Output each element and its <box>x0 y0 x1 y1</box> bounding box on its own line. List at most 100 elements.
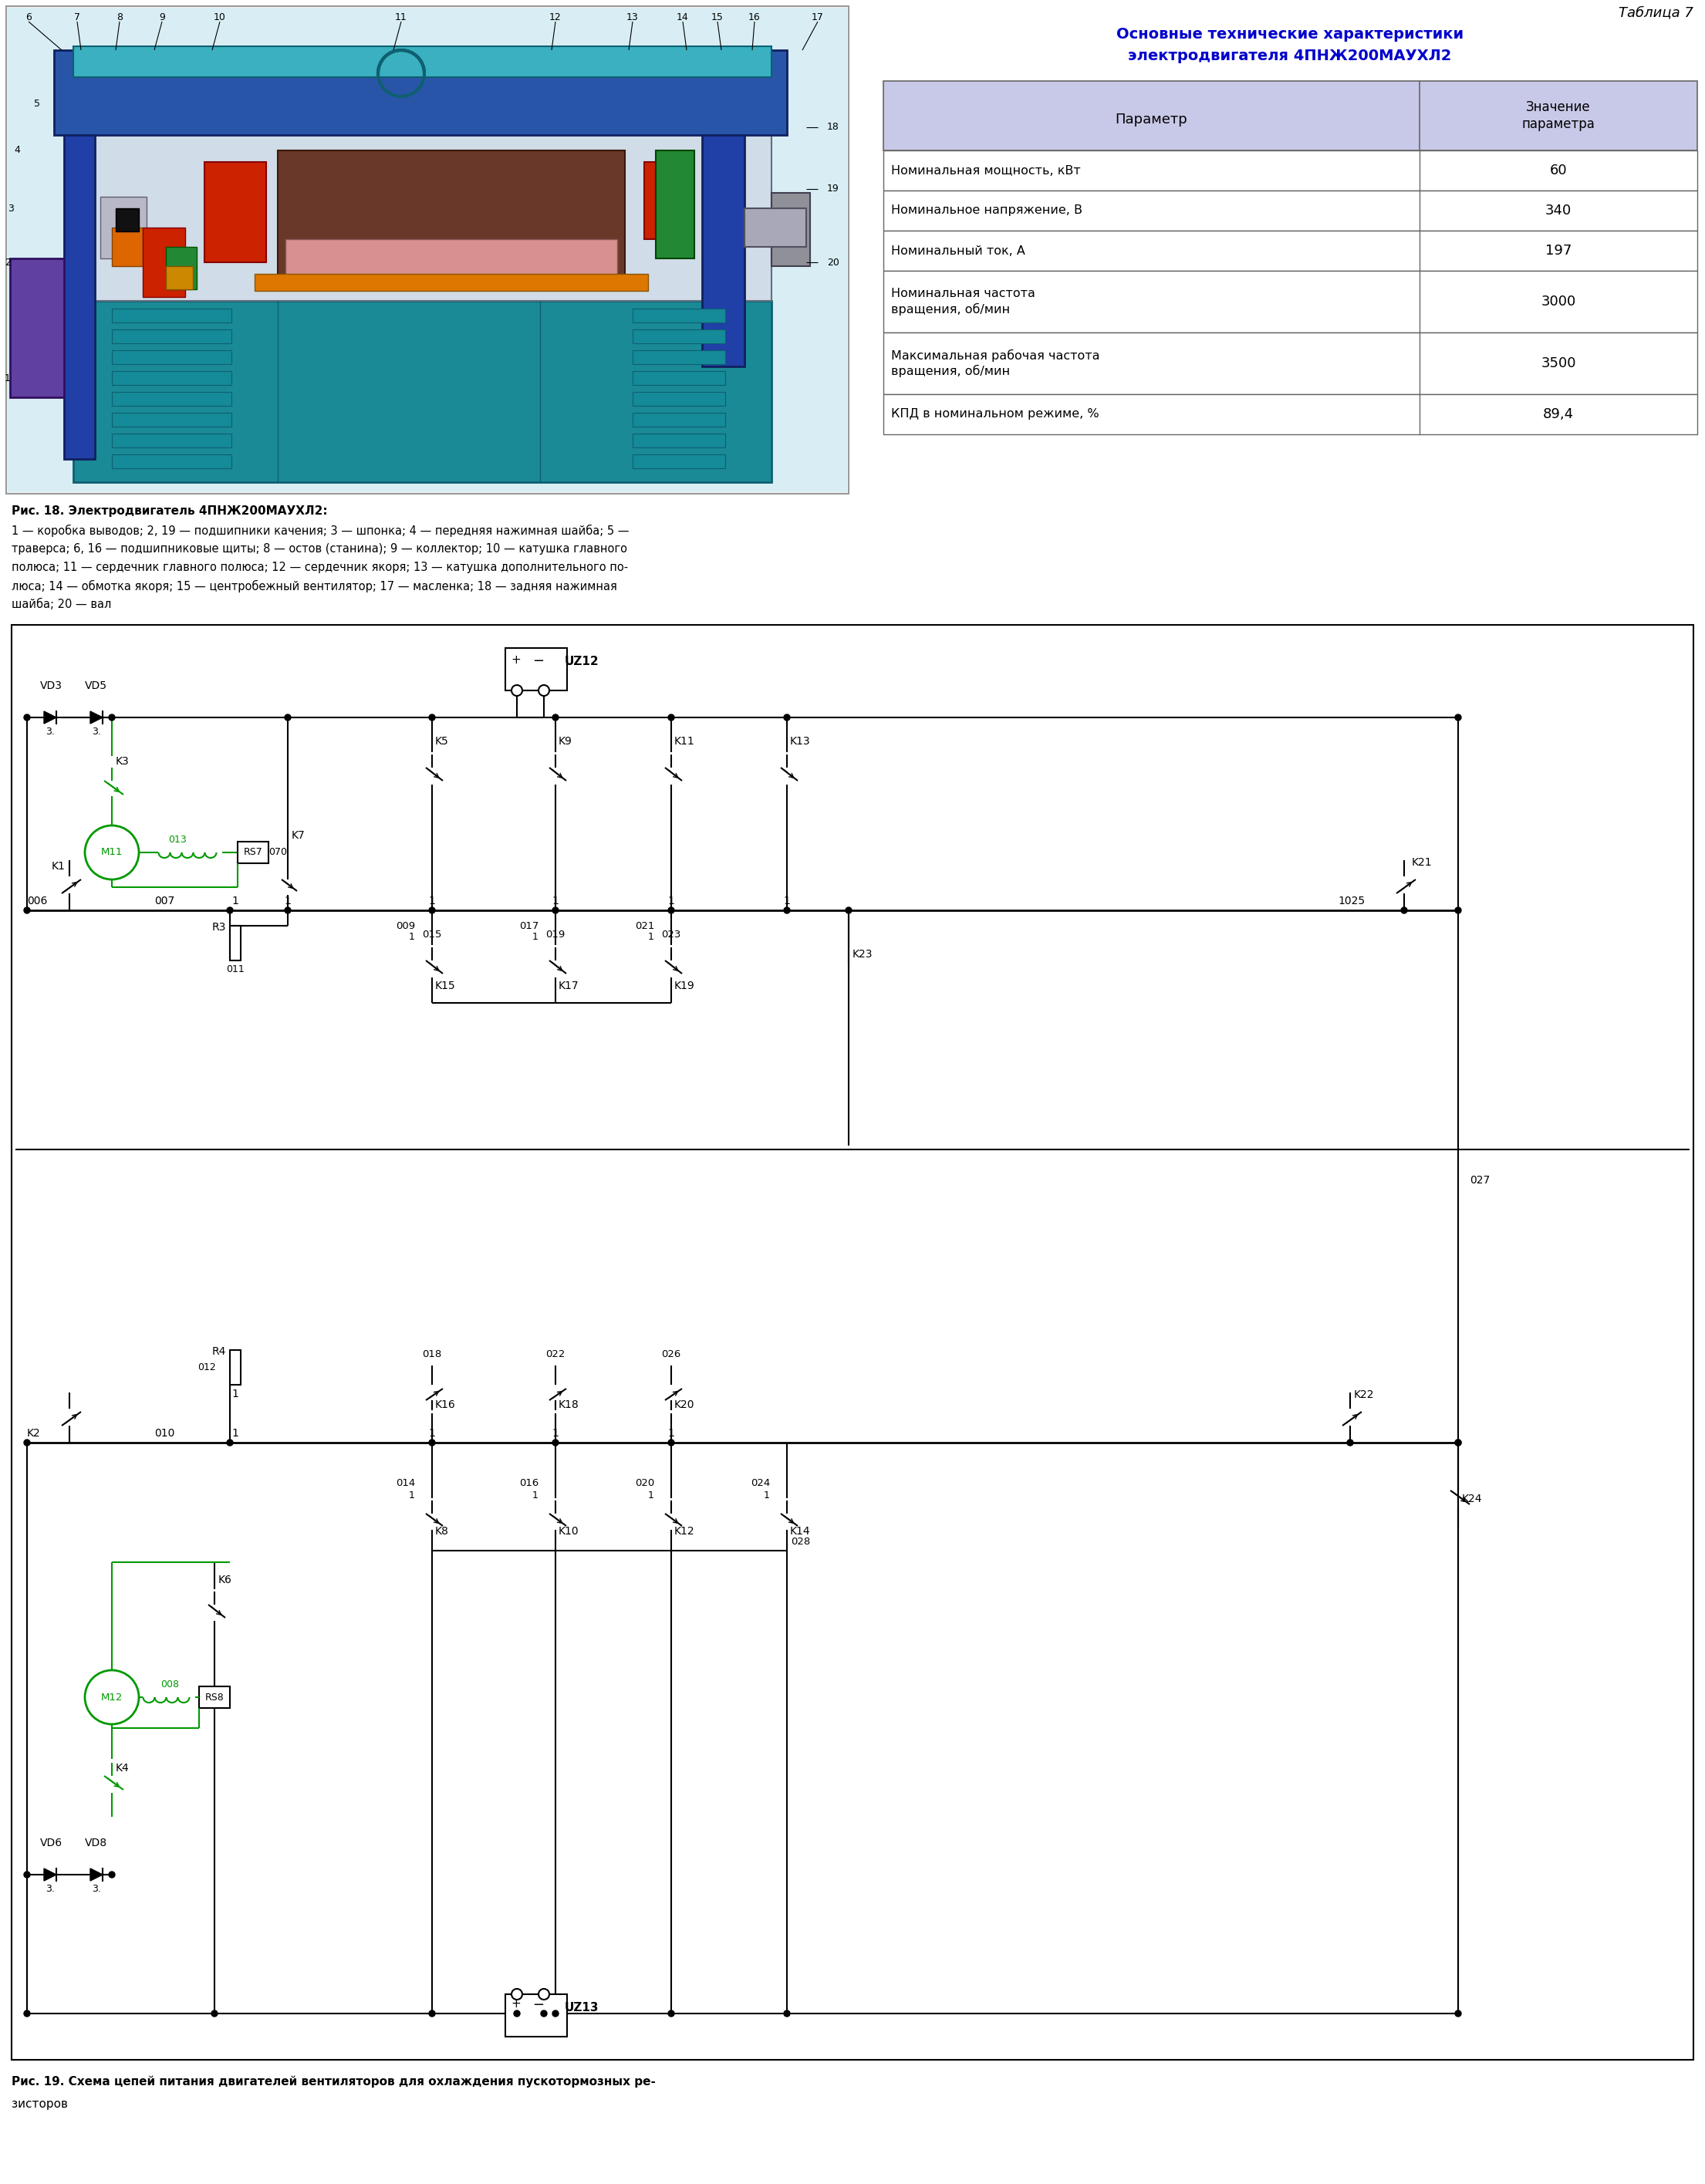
Circle shape <box>285 906 292 913</box>
Circle shape <box>513 2011 520 2016</box>
Bar <box>101 197 147 258</box>
Text: Таблица 7: Таблица 7 <box>1618 4 1693 20</box>
Bar <box>12 625 1693 2060</box>
Text: 009: 009 <box>396 922 414 930</box>
Bar <box>113 413 232 426</box>
Bar <box>633 371 725 384</box>
Circle shape <box>109 714 114 721</box>
Circle shape <box>512 686 522 697</box>
Text: VD6: VD6 <box>41 1837 63 1848</box>
Circle shape <box>668 714 673 721</box>
Bar <box>505 649 568 690</box>
Text: K21: K21 <box>1412 856 1432 867</box>
Text: K13: K13 <box>789 736 810 747</box>
Circle shape <box>109 1872 114 1878</box>
Text: 1 — коробка выводов; 2, 19 — подшипники качения; 3 — шпонка; 4 — передняя нажимн: 1 — коробка выводов; 2, 19 — подшипники … <box>12 524 629 537</box>
Text: M11: M11 <box>101 847 123 858</box>
Bar <box>505 1994 568 2038</box>
Text: 4: 4 <box>14 146 20 155</box>
Text: UZ13: UZ13 <box>564 2003 598 2014</box>
Circle shape <box>1454 906 1461 913</box>
Text: RS8: RS8 <box>205 1693 223 1701</box>
Circle shape <box>24 2011 31 2016</box>
Circle shape <box>24 906 31 913</box>
Text: 2: 2 <box>5 258 10 266</box>
Circle shape <box>512 1990 522 2001</box>
Text: 021: 021 <box>634 922 655 930</box>
Text: K8: K8 <box>435 1527 448 1538</box>
Text: 018: 018 <box>423 1350 442 1358</box>
Circle shape <box>430 1439 435 1446</box>
Text: K3: K3 <box>116 756 130 767</box>
Circle shape <box>227 906 234 913</box>
Bar <box>165 247 196 288</box>
Circle shape <box>211 2011 218 2016</box>
Text: 9: 9 <box>159 11 165 22</box>
Text: 1: 1 <box>764 1489 771 1500</box>
Text: 1: 1 <box>784 895 791 906</box>
Circle shape <box>552 714 559 721</box>
Text: 1: 1 <box>428 1428 435 1439</box>
Circle shape <box>1454 2011 1461 2016</box>
Text: 022: 022 <box>546 1350 566 1358</box>
Text: 1: 1 <box>232 1428 239 1439</box>
Bar <box>883 271 1696 332</box>
Circle shape <box>285 714 292 721</box>
Text: +: + <box>512 1998 520 2009</box>
Circle shape <box>1347 1439 1354 1446</box>
Text: −: − <box>532 655 544 668</box>
Text: электродвигателя 4ПНЖ200МАУХЛ2: электродвигателя 4ПНЖ200МАУХЛ2 <box>1129 48 1451 63</box>
Bar <box>230 1350 240 1385</box>
Text: Рис. 19. Схема цепей питания двигателей вентиляторов для охлаждения пускотормозн: Рис. 19. Схема цепей питания двигателей … <box>12 2075 656 2088</box>
Text: Параметр: Параметр <box>1115 114 1187 127</box>
Bar <box>285 240 617 282</box>
Text: −: − <box>532 1998 544 2011</box>
Text: K5: K5 <box>435 736 448 747</box>
Text: 1: 1 <box>285 895 292 906</box>
Circle shape <box>430 906 435 913</box>
Text: 3.: 3. <box>46 1885 55 1894</box>
Polygon shape <box>90 1870 102 1880</box>
Text: K22: K22 <box>1354 1389 1374 1400</box>
Text: 1: 1 <box>532 933 539 941</box>
Bar <box>7 7 849 494</box>
Circle shape <box>552 2011 559 2016</box>
Bar <box>254 273 648 290</box>
Text: K12: K12 <box>673 1527 696 1538</box>
Text: 028: 028 <box>791 1538 810 1546</box>
Text: КПД в номинальном режиме, %: КПД в номинальном режиме, % <box>892 408 1100 419</box>
Text: K24: K24 <box>1461 1494 1482 1505</box>
Text: K16: K16 <box>435 1400 455 1411</box>
Text: K10: K10 <box>559 1527 580 1538</box>
Text: полюса; 11 — сердечник главного полюса; 12 — сердечник якоря; 13 — катушка допол: полюса; 11 — сердечник главного полюса; … <box>12 561 627 572</box>
Text: R3: R3 <box>211 922 227 933</box>
Text: Номинальная мощность, кВт: Номинальная мощность, кВт <box>892 164 1081 177</box>
Bar <box>73 135 771 301</box>
Text: 016: 016 <box>518 1479 539 1487</box>
Text: K19: K19 <box>673 981 696 992</box>
Circle shape <box>430 714 435 721</box>
Bar <box>73 301 771 483</box>
Text: UZ12: UZ12 <box>564 655 598 668</box>
Bar <box>633 435 725 448</box>
Text: 12: 12 <box>549 11 561 22</box>
Bar <box>883 395 1696 435</box>
Circle shape <box>24 1439 31 1446</box>
Bar <box>278 151 626 282</box>
Text: K15: K15 <box>435 981 455 992</box>
Bar <box>116 207 138 232</box>
Text: Рис. 18. Электродвигатель 4ПНЖ200МАУХЛ2:: Рис. 18. Электродвигатель 4ПНЖ200МАУХЛ2: <box>12 505 327 518</box>
Text: VD3: VD3 <box>41 681 63 690</box>
Bar <box>113 308 232 323</box>
Text: траверса; 6, 16 — подшипниковые щиты; 8 — остов (станина); 9 — коллектор; 10 — к: траверса; 6, 16 — подшипниковые щиты; 8 … <box>12 544 627 555</box>
Text: 1: 1 <box>428 895 435 906</box>
Text: 020: 020 <box>634 1479 655 1487</box>
Bar <box>237 841 268 863</box>
Text: 1: 1 <box>668 895 675 906</box>
Bar <box>883 151 1696 190</box>
Text: 1: 1 <box>5 373 10 382</box>
Bar <box>113 330 232 343</box>
Text: 3500: 3500 <box>1541 356 1575 371</box>
Bar <box>633 308 725 323</box>
Text: Максимальная рабочая частота
вращения, об/мин: Максимальная рабочая частота вращения, о… <box>892 349 1100 378</box>
